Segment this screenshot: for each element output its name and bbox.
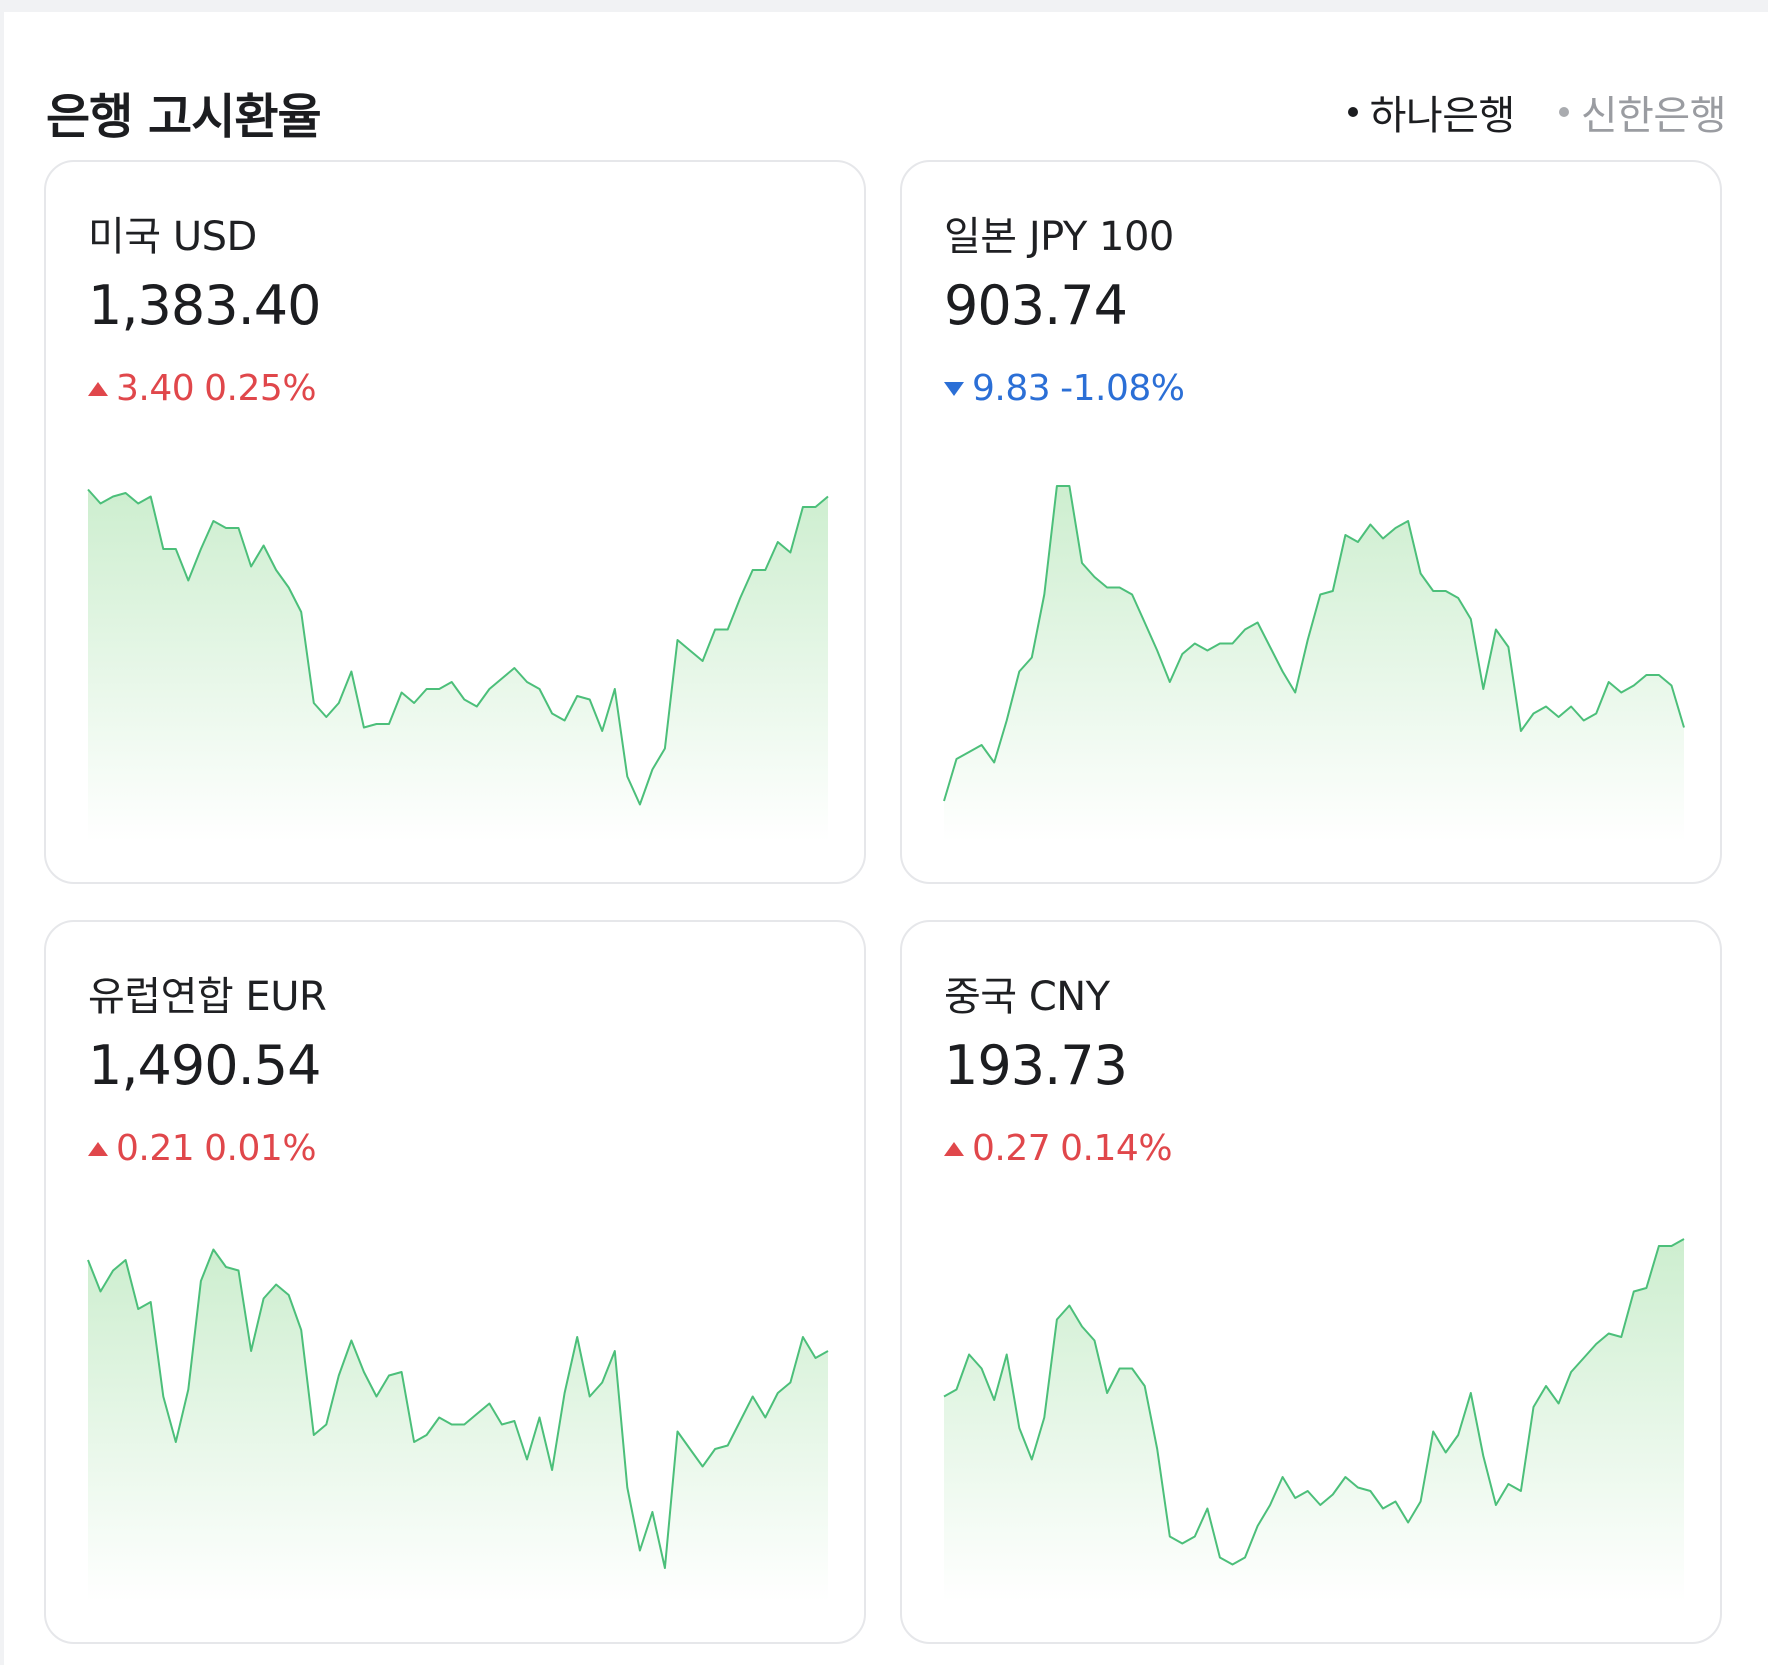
currency-name: 미국 USD: [88, 214, 257, 260]
sparkline-area: [88, 1249, 828, 1602]
inactive-dot-icon: [1558, 107, 1569, 117]
rate-change: 0.21 0.01%: [88, 1128, 317, 1169]
sparkline-chart: [87, 488, 829, 842]
change-amount: 9.83: [972, 368, 1051, 409]
currency-name: 유럽연합 EUR: [88, 974, 327, 1020]
active-dot-icon: [1347, 107, 1358, 117]
sparkline-line: [943, 1238, 1685, 1566]
sparkline-line: [943, 485, 1685, 802]
sparkline-chart: [87, 1248, 829, 1602]
up-triangle-icon: [88, 1141, 108, 1156]
bank-tab-hana[interactable]: 하나은행: [1347, 83, 1516, 141]
exchange-rate-value: 903.74: [944, 274, 1128, 337]
exchange-rate-value: 193.73: [944, 1034, 1128, 1097]
bank-tab-label: 신한은행: [1580, 93, 1727, 139]
rate-card-usd[interactable]: 미국 USD 1,383.40 3.40 0.25%: [44, 160, 866, 884]
change-percent: 0.25%: [204, 368, 317, 409]
exchange-rate-value: 1,490.54: [88, 1034, 321, 1097]
bank-selector: 하나은행 신한은행: [1347, 83, 1727, 141]
up-triangle-icon: [88, 381, 108, 396]
rate-change: 9.83 -1.08%: [944, 368, 1185, 409]
change-amount: 0.27: [972, 1128, 1051, 1169]
sparkline-area: [944, 486, 1684, 842]
rate-change: 3.40 0.25%: [88, 368, 317, 409]
sparkline-area: [944, 1239, 1684, 1602]
sparkline-chart: [943, 1238, 1685, 1602]
rate-card-cny[interactable]: 중국 CNY 193.73 0.27 0.14%: [900, 920, 1722, 1644]
sparkline-line: [87, 1248, 829, 1569]
bank-tab-shinhan[interactable]: 신한은행: [1558, 83, 1727, 141]
page-title: 은행 고시환율: [46, 89, 322, 145]
exchange-rate-value: 1,383.40: [88, 274, 321, 337]
bank-tab-label: 하나은행: [1369, 93, 1516, 139]
up-triangle-icon: [944, 1141, 964, 1156]
change-amount: 3.40: [116, 368, 195, 409]
change-percent: 0.14%: [1060, 1128, 1173, 1169]
down-triangle-icon: [944, 381, 964, 396]
rate-card-jpy[interactable]: 일본 JPY 100 903.74 9.83 -1.08%: [900, 160, 1722, 884]
change-amount: 0.21: [116, 1128, 195, 1169]
change-percent: -1.08%: [1060, 368, 1185, 409]
currency-name: 일본 JPY 100: [944, 214, 1174, 260]
rate-card-eur[interactable]: 유럽연합 EUR 1,490.54 0.21 0.01%: [44, 920, 866, 1644]
currency-name: 중국 CNY: [944, 974, 1110, 1020]
sparkline-line: [87, 488, 829, 806]
exchange-rate-panel: 은행 고시환율 하나은행 신한은행 미국 USD 1,383.40 3.40 0…: [4, 12, 1768, 1665]
sparkline-chart: [943, 485, 1685, 842]
rate-change: 0.27 0.14%: [944, 1128, 1173, 1169]
change-percent: 0.01%: [204, 1128, 317, 1169]
panel-header: 은행 고시환율 하나은행 신한은행: [46, 72, 1727, 152]
sparkline-area: [88, 489, 828, 842]
